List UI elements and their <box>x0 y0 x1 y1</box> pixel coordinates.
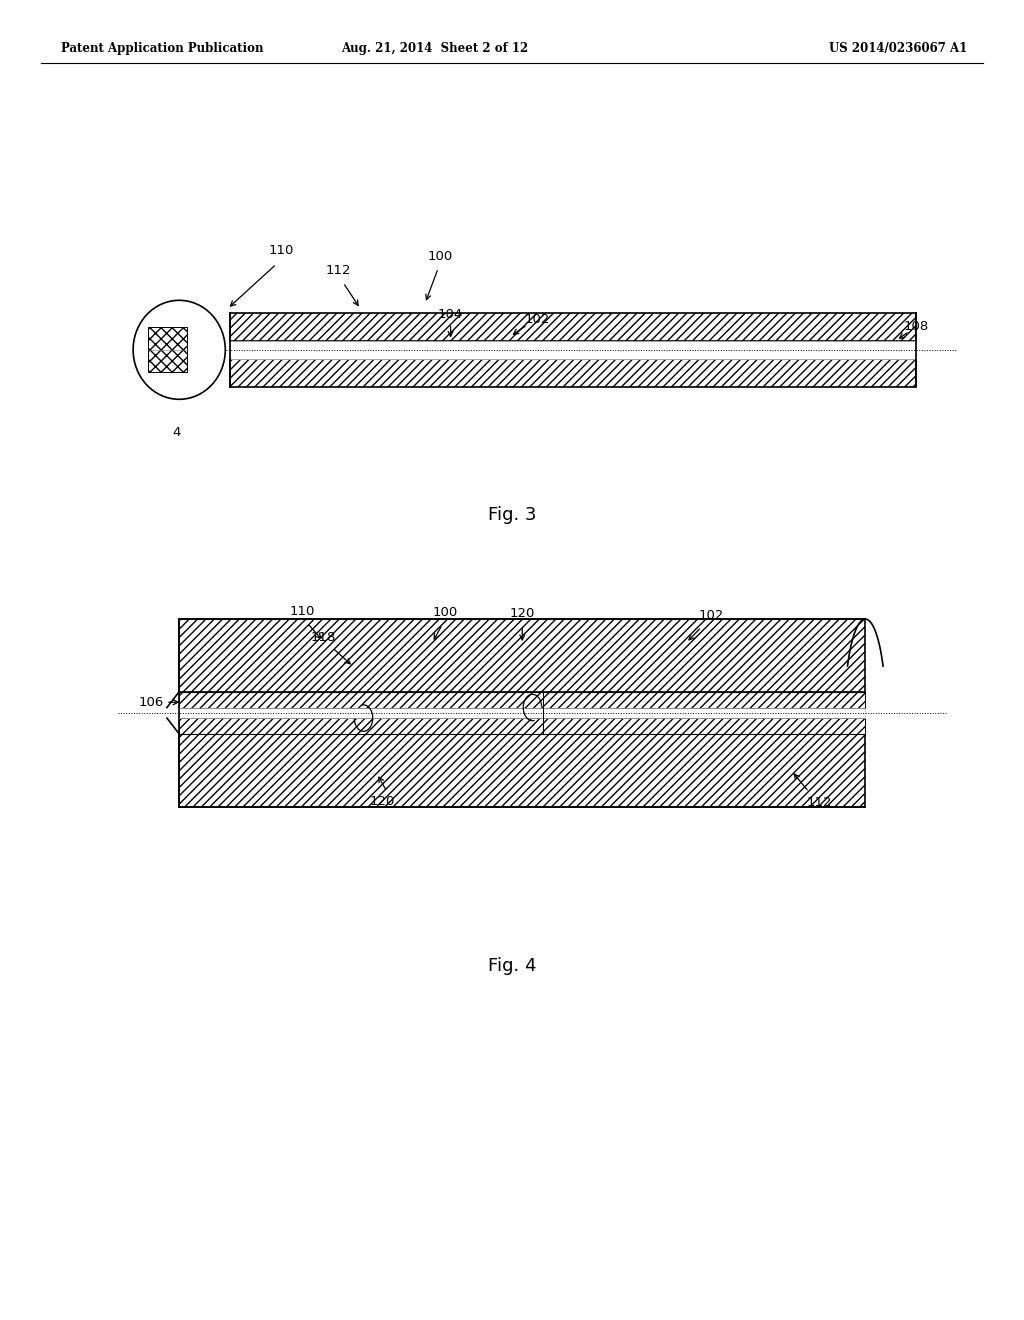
Text: Fig. 4: Fig. 4 <box>487 957 537 975</box>
Bar <box>179 619 865 692</box>
Bar <box>179 708 865 718</box>
Text: 102: 102 <box>525 313 550 326</box>
Text: 112: 112 <box>807 796 831 809</box>
Text: 112: 112 <box>326 264 350 277</box>
Bar <box>179 692 543 708</box>
Bar <box>179 734 865 807</box>
Text: 100: 100 <box>428 249 453 263</box>
Text: 104: 104 <box>438 308 463 321</box>
Bar <box>230 341 916 359</box>
Bar <box>148 327 187 372</box>
Bar <box>543 692 865 708</box>
Text: Fig. 3: Fig. 3 <box>487 506 537 524</box>
Bar <box>179 718 543 734</box>
Text: 106: 106 <box>139 696 164 709</box>
Text: US 2014/0236067 A1: US 2014/0236067 A1 <box>829 42 968 55</box>
Text: 108: 108 <box>904 319 929 333</box>
Text: 110: 110 <box>290 605 314 618</box>
Text: Aug. 21, 2014  Sheet 2 of 12: Aug. 21, 2014 Sheet 2 of 12 <box>342 42 528 55</box>
Bar <box>230 359 916 387</box>
Bar <box>230 313 916 341</box>
Text: 100: 100 <box>433 606 458 619</box>
Text: 118: 118 <box>311 631 336 644</box>
Text: 110: 110 <box>269 244 294 257</box>
Bar <box>543 718 865 734</box>
Text: 4: 4 <box>172 426 180 440</box>
Text: 120: 120 <box>510 607 535 620</box>
Text: Patent Application Publication: Patent Application Publication <box>61 42 264 55</box>
Ellipse shape <box>133 301 225 400</box>
Text: 120: 120 <box>370 795 394 808</box>
Text: 102: 102 <box>699 609 724 622</box>
